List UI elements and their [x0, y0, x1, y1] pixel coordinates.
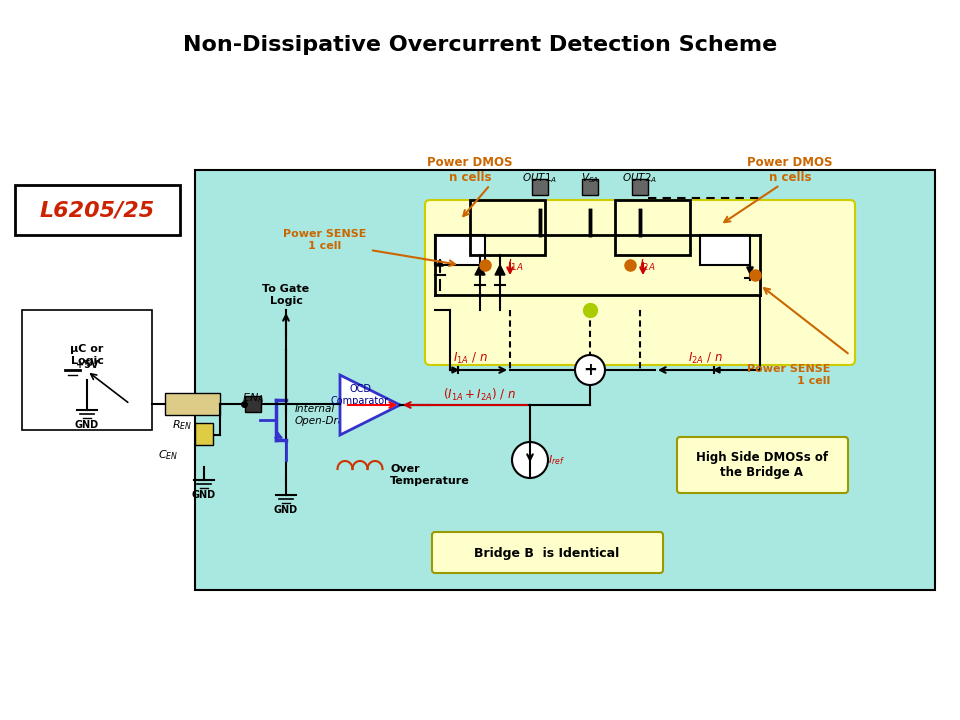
Text: $I_{ref}$: $I_{ref}$: [548, 453, 565, 467]
Circle shape: [512, 442, 548, 478]
Polygon shape: [475, 265, 485, 275]
FancyBboxPatch shape: [677, 437, 848, 493]
Text: OCD
Comparator: OCD Comparator: [331, 384, 389, 406]
FancyBboxPatch shape: [432, 532, 663, 573]
Text: $OUT2_A$: $OUT2_A$: [622, 171, 658, 185]
Text: Internal
Open-Drain: Internal Open-Drain: [295, 404, 354, 426]
Text: +5V: +5V: [76, 360, 98, 370]
Polygon shape: [714, 367, 720, 373]
Text: Over
Temperature: Over Temperature: [390, 464, 469, 486]
Bar: [195, 170, 935, 590]
Bar: [532, 179, 548, 195]
Text: Power SENSE
1 cell: Power SENSE 1 cell: [283, 229, 367, 251]
Text: Bridge B  is Identical: Bridge B is Identical: [474, 546, 619, 559]
Text: $(I_{1A}+I_{2A})\ /\ n$: $(I_{1A}+I_{2A})\ /\ n$: [444, 387, 516, 403]
Text: GND: GND: [192, 490, 216, 500]
Bar: [245, 396, 261, 412]
Text: To Gate
Logic: To Gate Logic: [262, 284, 309, 306]
Text: $C_{EN}$: $C_{EN}$: [157, 448, 178, 462]
Text: +: +: [583, 361, 597, 379]
Text: $R_{EN}$: $R_{EN}$: [172, 418, 192, 432]
Bar: [700, 235, 750, 265]
Bar: [435, 235, 485, 265]
Text: GND: GND: [75, 420, 99, 430]
Text: $I_{2A}$: $I_{2A}$: [638, 258, 656, 273]
Bar: [582, 179, 598, 195]
Bar: [195, 423, 213, 445]
Bar: [615, 200, 690, 255]
Text: $I_{1A}\ /\ n$: $I_{1A}\ /\ n$: [452, 351, 488, 366]
Text: L6205/25: L6205/25: [39, 200, 155, 220]
Text: Power DMOS
n cells: Power DMOS n cells: [747, 156, 832, 184]
Bar: [632, 179, 648, 195]
Text: High Side DMOSs of
the Bridge A: High Side DMOSs of the Bridge A: [696, 451, 828, 479]
Text: $I_{1A}$: $I_{1A}$: [507, 258, 523, 273]
Text: Power DMOS
n cells: Power DMOS n cells: [427, 156, 513, 184]
Text: $OUT1_A$: $OUT1_A$: [522, 171, 558, 185]
Text: $V_{SA}$: $V_{SA}$: [581, 171, 599, 185]
Polygon shape: [340, 375, 400, 435]
Polygon shape: [495, 265, 505, 275]
Bar: [15, 185, 180, 235]
Text: $I_{2A}\ /\ n$: $I_{2A}\ /\ n$: [687, 351, 723, 366]
Text: µC or
Logic: µC or Logic: [70, 344, 104, 366]
Text: Power SENSE
1 cell: Power SENSE 1 cell: [747, 364, 830, 386]
Bar: [22, 310, 152, 430]
FancyBboxPatch shape: [425, 200, 855, 365]
Circle shape: [575, 355, 605, 385]
Text: GND: GND: [274, 505, 298, 515]
Polygon shape: [452, 367, 458, 373]
Text: $EN_A$: $EN_A$: [242, 391, 264, 405]
Bar: [470, 200, 545, 255]
Bar: [165, 393, 220, 415]
Text: Non-Dissipative Overcurrent Detection Scheme: Non-Dissipative Overcurrent Detection Sc…: [182, 35, 778, 55]
